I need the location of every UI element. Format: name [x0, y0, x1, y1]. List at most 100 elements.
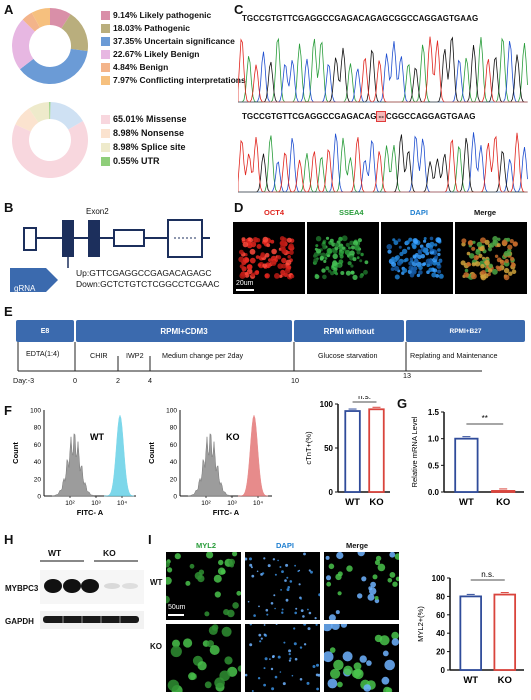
legend-item: 8.98% Splice site: [101, 142, 186, 152]
cell-dot: [281, 237, 287, 243]
grna-down-sequence: Down:GCTCTGTCTCGGCCTCGAAC: [76, 279, 220, 289]
y-tick-label: 40: [34, 459, 42, 466]
cell-dot: [350, 264, 354, 268]
cell-dot: [349, 250, 355, 256]
cell-dot: [208, 625, 218, 635]
cell-dot: [209, 645, 220, 655]
cell-dot: [487, 268, 493, 273]
cell-dot: [463, 272, 469, 278]
cell-dot: [307, 608, 309, 611]
cell-dot: [262, 236, 269, 243]
panel-letter-i: I: [148, 532, 152, 547]
legend-label: 7.97% Conflicting interpretations: [113, 75, 246, 85]
exon2-box: [62, 220, 74, 257]
cell-dot: [389, 552, 396, 558]
legend-label: 9.14% Likely pathogenic: [113, 10, 212, 20]
cell-dot: [375, 555, 382, 562]
cell-dot: [294, 657, 298, 661]
cell-dot: [471, 262, 476, 267]
cell-dot: [321, 268, 326, 273]
cell-dot: [418, 270, 423, 275]
cell-dot: [423, 239, 427, 243]
donut-slice: [49, 102, 51, 120]
cell-dot: [245, 673, 248, 677]
label-dapi-i: DAPI: [276, 541, 294, 550]
cell-dot: [324, 256, 328, 260]
cell-dot: [256, 570, 259, 573]
cell-dot: [317, 673, 320, 677]
exon1-box: [23, 227, 37, 251]
cell-dot: [290, 274, 295, 279]
cell-dot: [170, 645, 182, 658]
y-tick-label: 60: [170, 442, 178, 449]
donut-slice: [19, 48, 88, 84]
cell-dot: [325, 266, 330, 271]
cell-dot: [239, 264, 244, 269]
cell-dot: [496, 266, 502, 272]
cell-dot: [245, 557, 248, 561]
cell-dot: [326, 575, 331, 581]
cell-dot: [270, 667, 274, 671]
cell-dot: [437, 269, 442, 274]
cell-dot: [409, 257, 414, 261]
label-myl2: MYL2: [196, 541, 217, 550]
cell-dot: [393, 240, 399, 246]
cell-dot: [337, 263, 342, 268]
cell-dot: [322, 241, 326, 245]
y-tick-label: 50: [324, 444, 333, 453]
day-13: 13: [403, 371, 411, 380]
cell-dot: [314, 617, 317, 620]
cell-dot: [466, 251, 471, 256]
cell-dot: [241, 237, 246, 242]
cell-dot: [258, 633, 262, 637]
cell-dot: [506, 237, 511, 242]
cell-dot: [300, 598, 302, 600]
cell-dot: [264, 657, 268, 661]
cell-dot: [310, 570, 313, 574]
x-axis-label: FITC- A: [77, 508, 104, 517]
cell-dot: [339, 254, 344, 259]
cell-dot: [467, 262, 472, 267]
y-tick-label: 100: [432, 574, 446, 583]
cell-dot: [328, 269, 332, 273]
cell-dot: [341, 246, 345, 250]
cell-dot: [350, 270, 354, 274]
cell-dot: [434, 255, 439, 260]
cell-dot: [286, 237, 292, 243]
sequence-bottom-right: CGGCCAGGAGTGAAG: [385, 112, 476, 121]
cell-dot: [395, 576, 399, 582]
scale-bar-label-i: 50um: [168, 604, 186, 611]
scale-bar-label-d: 20um: [236, 280, 254, 287]
cell-dot: [482, 258, 486, 262]
cell-dot: [336, 552, 344, 560]
scale-bar-i: [168, 614, 184, 616]
cell-dot: [354, 668, 362, 677]
cell-dot: [229, 563, 234, 568]
cell-dot: [264, 273, 270, 279]
chromatogram-trace: [238, 132, 528, 193]
cell-dot: [488, 263, 493, 269]
blot-group-ko: KO: [103, 548, 116, 558]
cell-dot: [197, 661, 207, 671]
sample-label: KO: [226, 432, 240, 442]
legend-label: 4.84% Benign: [113, 62, 169, 72]
micrograph-merge-ko: [324, 624, 399, 692]
cell-dot: [356, 256, 360, 260]
x-axis-label: FITC- A: [213, 508, 240, 517]
micrograph-oct4: [233, 222, 305, 294]
cell-dot: [411, 244, 417, 250]
cell-dot: [316, 687, 319, 691]
cell-dot: [335, 573, 342, 581]
x-tick-label: WT: [345, 497, 360, 508]
cell-dot: [484, 239, 490, 245]
legend-swatch: [101, 36, 110, 46]
cell-dot: [318, 593, 320, 597]
cell-dot: [274, 607, 276, 610]
cell-dot: [249, 248, 256, 255]
cell-dot: [289, 657, 292, 660]
cell-dot: [312, 665, 316, 668]
cell-dot: [405, 240, 410, 245]
cell-dot: [294, 564, 296, 567]
cell-dot: [250, 566, 253, 569]
y-tick-label: 1.0: [428, 435, 440, 444]
